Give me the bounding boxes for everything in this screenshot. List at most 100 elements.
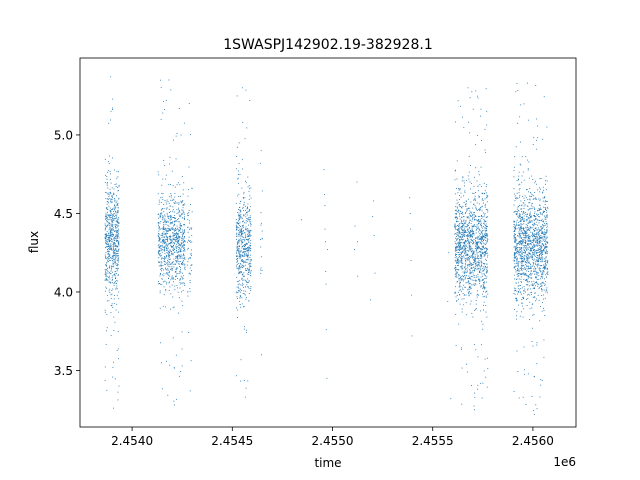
data-point: [481, 265, 482, 267]
data-point: [458, 229, 460, 230]
data-point: [450, 398, 452, 400]
data-point: [535, 239, 537, 241]
data-point: [472, 217, 474, 219]
data-point: [174, 233, 176, 234]
data-point: [519, 240, 521, 242]
data-point: [180, 228, 182, 230]
data-point: [189, 227, 191, 229]
data-point: [106, 234, 108, 236]
data-point: [261, 238, 263, 240]
data-point: [474, 247, 476, 249]
data-point: [458, 246, 460, 248]
data-point: [109, 198, 111, 200]
data-point: [182, 260, 184, 262]
data-point: [189, 222, 190, 224]
data-point: [107, 270, 109, 272]
data-point: [249, 269, 250, 271]
data-point: [459, 245, 461, 247]
data-point: [189, 256, 191, 258]
data-point: [301, 219, 302, 221]
data-point: [457, 265, 458, 266]
data-point: [471, 231, 473, 233]
data-point: [523, 227, 524, 229]
data-point: [164, 242, 165, 244]
data-point: [535, 249, 537, 251]
data-point: [177, 260, 179, 262]
data-point: [249, 232, 251, 233]
data-point: [525, 250, 526, 252]
data-point: [520, 164, 522, 166]
data-point: [483, 216, 485, 218]
data-point: [183, 122, 185, 124]
data-point: [543, 268, 545, 270]
data-point: [238, 273, 239, 275]
data-point: [458, 242, 460, 244]
data-point: [541, 379, 543, 381]
data-point: [245, 235, 247, 237]
data-point: [477, 225, 479, 227]
data-point: [518, 241, 520, 243]
data-point: [106, 217, 108, 219]
data-point: [109, 225, 111, 226]
data-point: [248, 242, 250, 243]
data-point: [532, 239, 534, 241]
data-point: [474, 257, 476, 259]
data-point: [468, 257, 470, 259]
data-point: [114, 218, 116, 220]
data-point: [479, 238, 481, 240]
data-point: [182, 263, 184, 265]
data-point: [179, 221, 181, 223]
data-point: [529, 187, 531, 189]
data-point: [542, 259, 544, 261]
data-point: [526, 257, 528, 259]
data-point: [463, 241, 465, 243]
data-point: [478, 197, 480, 199]
data-point: [539, 257, 541, 259]
data-point: [105, 174, 106, 176]
data-point: [527, 275, 529, 277]
data-point: [522, 241, 523, 243]
data-point: [461, 311, 463, 313]
data-point: [524, 204, 526, 206]
data-point: [469, 235, 471, 236]
data-point: [485, 242, 487, 244]
data-point: [118, 221, 120, 223]
data-point: [162, 265, 164, 267]
data-point: [160, 263, 162, 265]
data-point: [478, 209, 480, 211]
data-point: [530, 216, 532, 218]
data-point: [532, 252, 534, 254]
data-point: [172, 277, 174, 279]
data-point: [107, 239, 109, 241]
data-point: [458, 298, 460, 300]
data-point: [166, 252, 168, 253]
data-point: [188, 210, 190, 211]
data-point: [175, 257, 176, 259]
data-point: [528, 214, 530, 216]
data-point: [115, 247, 117, 249]
data-point: [117, 205, 119, 207]
data-point: [474, 199, 476, 201]
data-point: [112, 209, 114, 210]
data-point: [474, 397, 476, 398]
data-point: [242, 236, 244, 238]
data-point: [533, 314, 535, 316]
data-point: [115, 256, 117, 258]
data-point: [465, 244, 467, 246]
data-point: [479, 272, 481, 274]
data-point: [237, 257, 238, 259]
data-point: [249, 209, 251, 211]
data-point: [114, 237, 116, 239]
data-point: [241, 233, 243, 235]
data-point: [163, 246, 165, 247]
data-point: [476, 229, 478, 231]
data-point: [182, 246, 184, 248]
data-point: [474, 309, 476, 311]
data-point: [545, 241, 547, 243]
data-point: [111, 221, 113, 223]
data-point: [243, 226, 244, 228]
data-point: [116, 236, 118, 238]
data-point: [540, 286, 542, 287]
data-point: [528, 234, 530, 236]
data-point: [163, 257, 165, 259]
